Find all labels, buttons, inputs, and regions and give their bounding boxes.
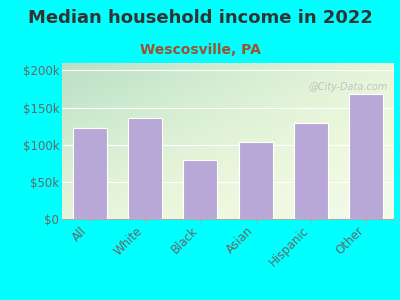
- Bar: [294, 123, 328, 219]
- Bar: [128, 118, 162, 219]
- Bar: [238, 142, 273, 219]
- Text: @City-Data.com: @City-Data.com: [308, 82, 387, 92]
- Bar: [183, 160, 218, 219]
- Text: Median household income in 2022: Median household income in 2022: [28, 9, 372, 27]
- Bar: [349, 94, 384, 219]
- Bar: [72, 128, 107, 219]
- Text: Wescosville, PA: Wescosville, PA: [140, 44, 260, 58]
